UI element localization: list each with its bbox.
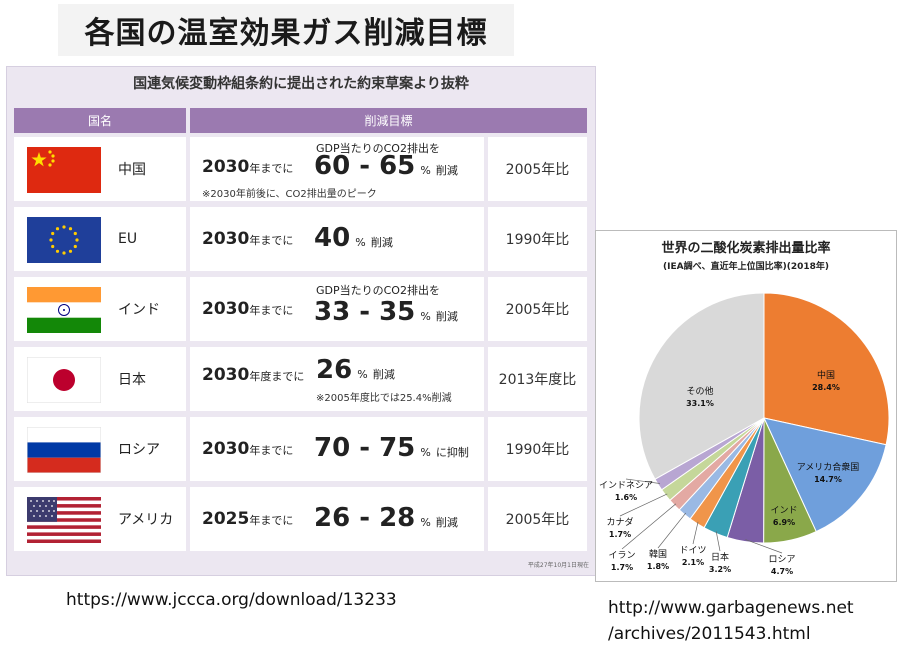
base-year: 1990年比 [505,442,570,458]
base-year: 1990年比 [505,232,570,248]
usa-flag-icon [27,497,101,543]
co2-pie-chart: 世界の二酸化炭素排出量比率 (IEA調べ、直近年上位国比率)(2018年) 中国… [595,230,897,582]
slice-value-6: 1.8% [647,562,669,571]
target-year: 2030 [202,157,250,177]
target-year: 2030 [202,299,250,319]
pie-svg: 中国 28.4% アメリカ合衆国 14.7% インド 6.9% ロシア 4.7% 日本 3.2%ド… [599,292,890,576]
table-row: 日本 2030年度までに 26 % 削減 ※2005年度比では25.4%削減 2… [14,347,587,411]
target-year: 2030 [202,365,250,385]
slice-value-10: 33.1% [686,399,714,408]
slice-label-4: 日本 [711,551,729,563]
target-year: 2030 [202,439,250,459]
slice-label-8: カナダ [606,516,633,528]
leader-line-8 [619,493,668,517]
target-pre: GDP当たりのCO2排出を [316,284,440,297]
leader-line-9 [625,478,660,484]
base-year: 2005年比 [505,162,570,178]
pie-slice-0 [763,292,890,446]
source-link-right-line1[interactable]: http://www.garbagenews.net [608,598,854,618]
table-row: EU 2030年までに 40 % 削減 1990年比 [14,207,587,271]
slice-value-3: 4.7% [771,567,793,576]
header-target: 削減目標 [190,108,587,133]
slice-label-9: インドネシア [599,480,653,491]
source-link-right-line2[interactable]: /archives/2011543.html [608,624,811,644]
slice-label-5: ドイツ [679,546,706,556]
target-year: 2025 [202,509,250,529]
leader-line-4 [715,531,721,552]
slice-value-1: 14.7% [814,475,842,484]
india-flag-icon [27,287,101,333]
leader-line-6 [657,512,687,549]
slice-label-1: アメリカ合衆国 [797,461,860,473]
table-row: ロシア 2030年までに 70 - 75 % に抑制 1990年比 [14,417,587,481]
target-pre: GDP当たりのCO2排出を [316,142,440,155]
country-name: インド [118,302,160,318]
slice-value-5: 2.1% [682,558,704,567]
slice-value-4: 3.2% [709,565,731,574]
target-value: 26 [316,355,353,385]
slide-title: 各国の温室効果ガス削減目標 [84,16,488,51]
target-value: 40 [314,223,351,253]
table-subtitle: 国連気候変動枠組条約に提出された約束草案より抜粋 [133,76,469,92]
pie-slice-1 [763,417,887,533]
country-name: ロシア [118,442,160,458]
target-value: 33 - 35 [314,297,416,327]
pie-slice-10 [638,292,765,480]
chart-subtitle: (IEA調べ、直近年上位国比率)(2018年) [663,262,829,272]
table-footnote: 平成27年10月1日現在 [527,562,589,569]
target-value: 60 - 65 [314,151,416,181]
target-year: 2030 [202,229,250,249]
slice-label-2: インド [770,506,797,516]
eu-flag-icon [27,217,101,263]
slice-value-8: 1.7% [609,530,631,539]
target-note: ※2005年度比では25.4%削減 [316,393,452,404]
table-row: アメリカ 2025年までに 26 - 28 % 削減 2005年比 [14,487,587,551]
russia-flag-icon [27,427,101,473]
slice-label-7: イラン [608,550,635,561]
slice-value-9: 1.6% [615,493,637,502]
chart-title: 世界の二酸化炭素排出量比率 [661,241,831,256]
japan-flag-icon [27,357,101,403]
slice-label-6: 韓国 [649,549,667,560]
slice-value-0: 28.4% [812,383,840,392]
base-year: 2013年度比 [498,372,577,388]
country-name: アメリカ [118,512,174,528]
header-country: 国名 [14,108,186,133]
slice-label-3: ロシア [768,555,795,565]
slice-value-2: 6.9% [773,518,795,527]
base-year: 2005年比 [505,512,570,528]
source-link-left[interactable]: https://www.jccca.org/download/13233 [66,590,397,610]
targets-table: 国連気候変動枠組条約に提出された約束草案より抜粋 国名 削減目標 中国 2030… [6,66,596,576]
slice-value-7: 1.7% [611,563,633,572]
leader-line-3 [745,539,783,554]
country-name: 日本 [118,372,146,388]
target-value: 26 - 28 [314,503,416,533]
slice-label-0: 中国 [817,369,835,381]
base-year: 2005年比 [505,302,570,318]
target-note: ※2030年前後に、CO2排出量のピーク [202,189,377,200]
country-name: EU [118,231,138,247]
country-name: 中国 [118,162,146,178]
table-row: 中国 2030年までに GDP当たりのCO2排出を 60 - 65 % 削減 ※… [14,137,587,201]
slide-title-box: 各国の温室効果ガス削減目標 [58,4,514,56]
leader-line-5 [692,521,699,545]
slice-label-10: その他 [686,385,713,397]
table-row: インド 2030年までに GDP当たりのCO2排出を 33 - 35 % 削減 … [14,277,587,341]
leader-line-7 [621,503,677,550]
china-flag-icon [27,147,101,193]
target-value: 70 - 75 [314,433,416,463]
